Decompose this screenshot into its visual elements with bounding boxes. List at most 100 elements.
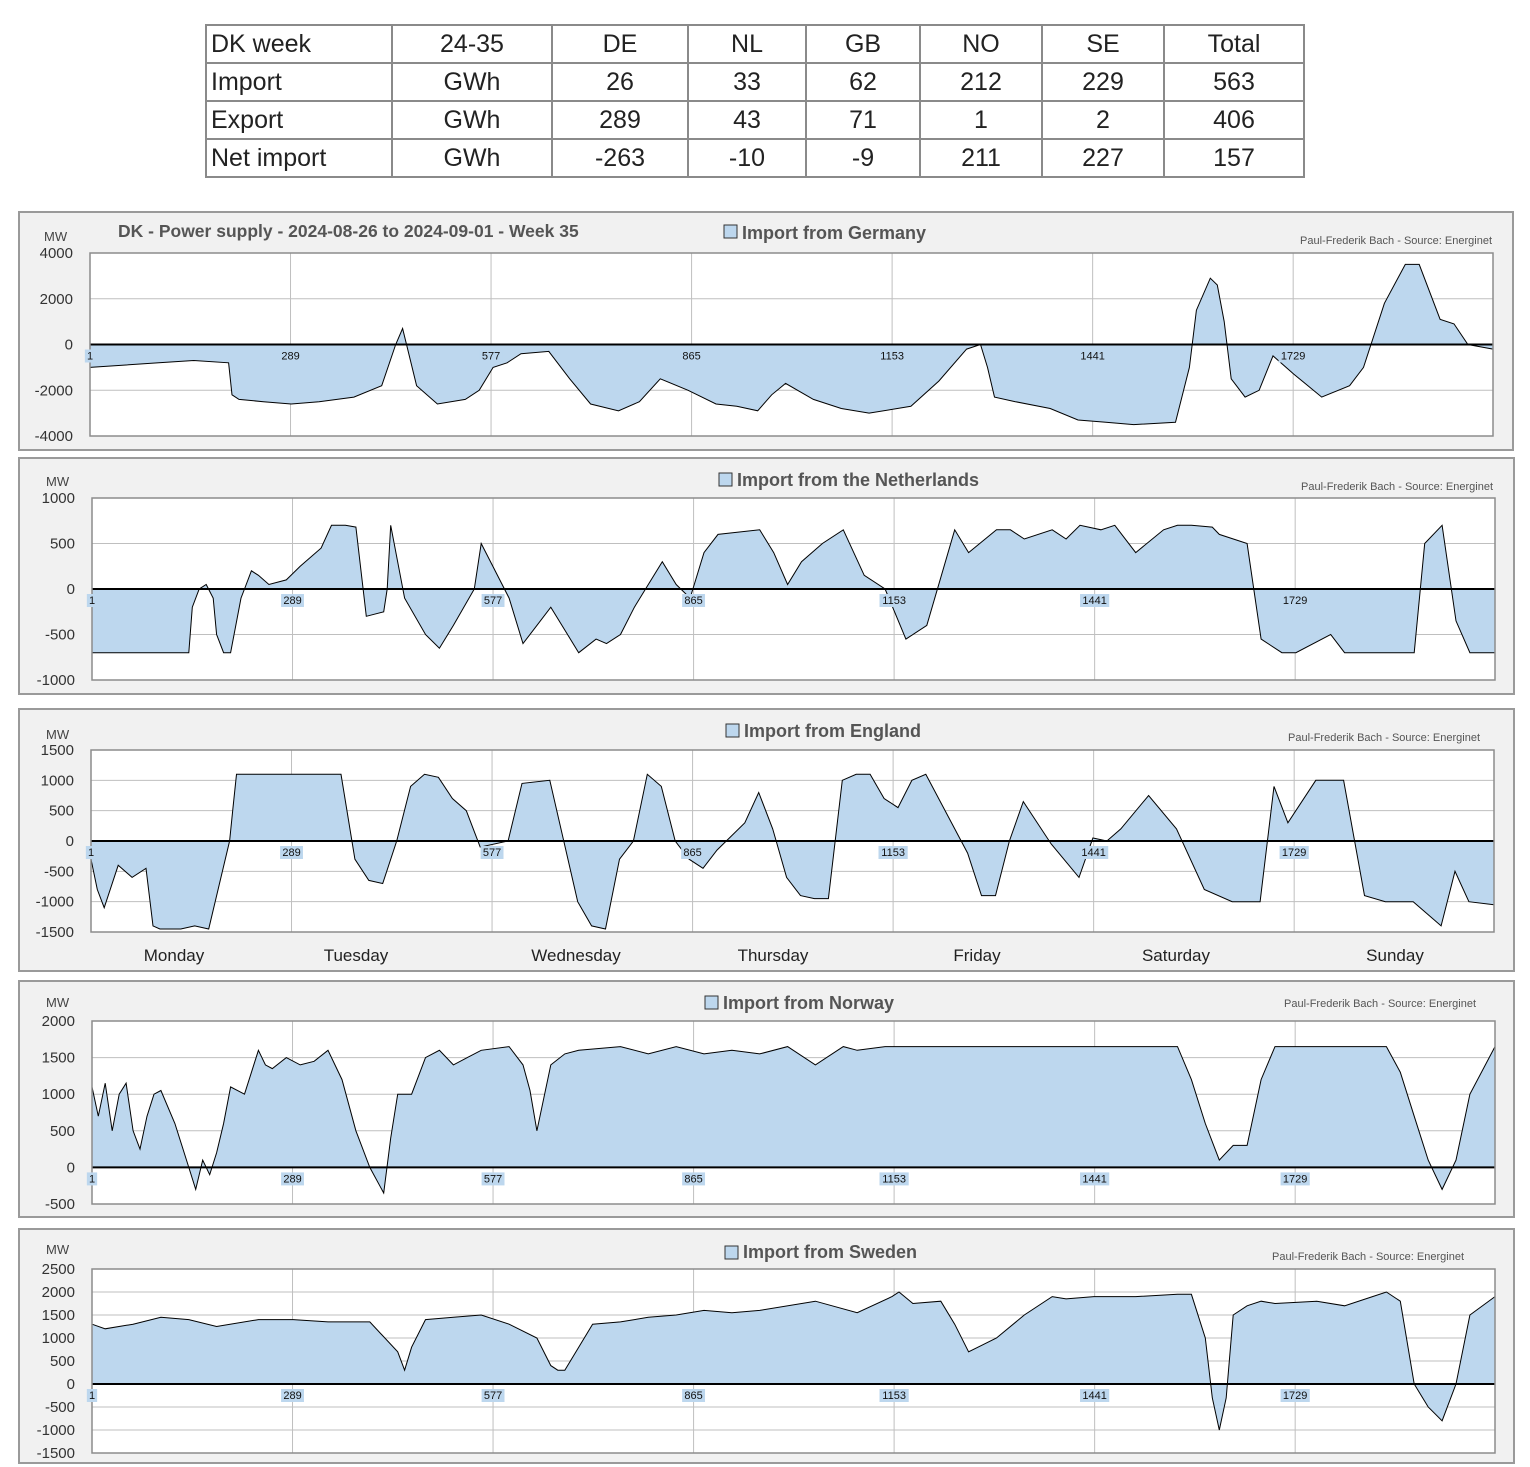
table-cell: 2 [1041,100,1165,140]
x-tick-label: 1729 [1282,847,1306,859]
series-area [92,1046,1495,1193]
x-tick-label: 577 [484,595,502,607]
chart-panel-norway: Import from Norway Paul-Frederik Bach - … [18,980,1515,1218]
table-cell: 227 [1041,138,1165,178]
plot-frame [89,252,1494,437]
table-cell: GWh [391,62,553,102]
table-cell: 71 [805,100,921,140]
chart-england: Import from England Paul-Frederik Bach -… [36,721,1495,965]
x-tick-label: 1153 [881,847,905,859]
table-row-label: Export [205,100,393,140]
x-tick-label-bg [1080,1172,1110,1186]
y-tick-label: 4000 [40,245,73,262]
chart-germany: DK - Power supply - 2024-08-26 to 2024-0… [35,221,1494,445]
x-tick-label-bg [479,349,503,363]
y-tick-label: 1500 [41,742,74,759]
x-tick-label: 1153 [880,351,904,363]
table-cell: -10 [687,138,807,178]
table-cell: 563 [1163,62,1305,102]
y-tick-label: 500 [50,536,75,553]
x-tick-label-bg [84,349,96,363]
x-tick-label-bg [281,594,304,607]
y-tick-label: -500 [45,1399,75,1416]
x-tick-label: 1729 [1281,351,1305,363]
table-cell: SE [1041,24,1165,64]
plot-frame [91,1020,1496,1205]
table-cell: 1 [919,100,1043,140]
x-tick-label: 1441 [1081,847,1105,859]
y-tick-label: -1500 [37,1445,75,1462]
table-cell: 43 [687,100,807,140]
y-tick-label: 1500 [42,1307,75,1324]
y-tick-label: -1000 [37,672,75,689]
x-tick-label-bg [86,1172,98,1186]
x-tick-label: 1153 [882,1173,906,1185]
y-tick-label: 2000 [40,291,73,308]
x-tick-label: 865 [684,595,702,607]
series-line [89,263,1494,426]
table-cell: 406 [1163,100,1305,140]
table-cell: NL [687,24,807,64]
day-label: Wednesday [531,946,621,965]
x-tick-label-bg [1280,594,1310,607]
x-tick-label: 1441 [1082,1390,1106,1402]
x-tick-label: 865 [683,847,701,859]
legend-swatch [724,1245,739,1260]
x-tick-label-bg [682,1172,706,1186]
x-tick-label: 1441 [1080,351,1104,363]
table-cell: DE [551,24,689,64]
x-tick-label: 577 [484,1173,502,1185]
x-tick-label-bg [1280,1389,1310,1402]
y-unit-label: MW [46,474,70,489]
y-unit-label: MW [46,727,70,742]
table-cell: GB [805,24,921,64]
y-tick-label: 0 [65,337,73,354]
legend-swatch [725,723,740,738]
credit-text: Paul-Frederik Bach - Source: Energinet [1272,1251,1464,1263]
legend-label: Import from Norway [723,993,894,1013]
x-tick-label: 1 [89,1390,95,1402]
x-tick-label-bg [280,846,303,859]
y-tick-label: -500 [45,627,75,644]
plot-frame [90,749,1495,933]
legend-swatch [704,995,719,1010]
x-tick-label-bg [878,846,908,859]
x-tick-label-bg [682,594,706,607]
y-tick-label: 0 [67,1159,75,1176]
chart-sweden: Import from Sweden Paul-Frederik Bach - … [37,1242,1496,1462]
chart-netherlands: Import from the Netherlands Paul-Frederi… [37,470,1496,689]
x-tick-label-bg [86,1389,98,1402]
day-label: Sunday [1366,946,1424,965]
x-tick-label-bg [879,1172,909,1186]
x-tick-label-bg [279,349,302,363]
table-cell: 211 [919,138,1043,178]
x-tick-label-bg [877,349,907,363]
table-cell: 229 [1041,62,1165,102]
credit-text: Paul-Frederik Bach - Source: Energinet [1300,235,1492,247]
x-tick-label: 1 [88,847,94,859]
x-tick-label: 577 [483,847,501,859]
y-tick-label: -1000 [37,1422,75,1439]
table-header-row: DK week 24-35 DE NL GB NO SE Total [205,24,1305,64]
credit-text: Paul-Frederik Bach - Source: Energinet [1288,732,1480,744]
x-tick-label-bg [86,594,98,607]
y-tick-label: 500 [50,1123,75,1140]
x-tick-label-bg [879,594,909,607]
x-tick-label: 577 [482,351,500,363]
y-tick-label: 0 [67,581,75,598]
table-cell: 212 [919,62,1043,102]
x-tick-label: 865 [684,1173,702,1185]
x-tick-label-bg [1279,846,1309,859]
credit-text: Paul-Frederik Bach - Source: Energinet [1301,481,1493,493]
x-tick-label: 865 [684,1390,702,1402]
x-tick-label-bg [481,1389,505,1402]
x-tick-label: 1 [89,595,95,607]
series-line [91,1291,1496,1431]
x-tick-label: 289 [283,595,301,607]
y-tick-label: 2000 [42,1013,75,1030]
table-cell: 24-35 [391,24,553,64]
y-tick-label: 0 [67,1376,75,1393]
y-tick-label: -500 [44,863,74,880]
x-tick-label: 1153 [882,595,906,607]
table-row: Net import GWh -263 -10 -9 211 227 157 [205,138,1305,178]
